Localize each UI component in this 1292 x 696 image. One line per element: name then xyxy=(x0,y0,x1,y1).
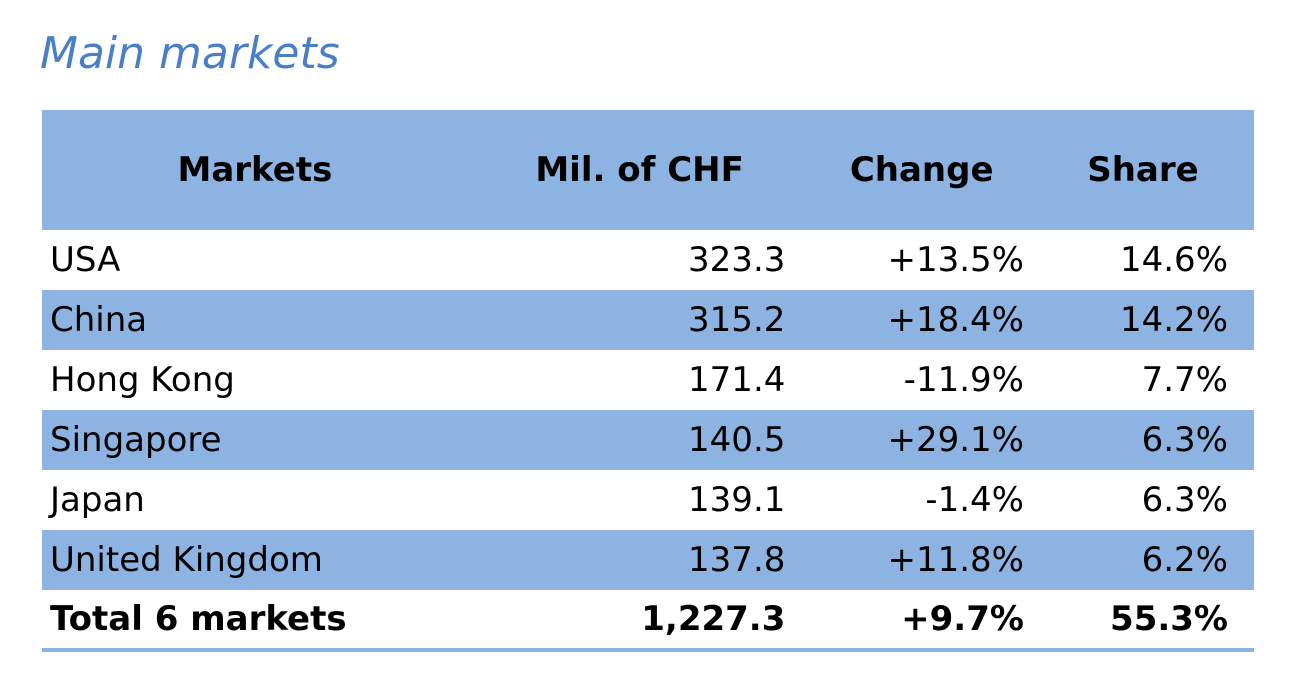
row: Hong Kong 171.4 -11.9% 7.7% xyxy=(42,350,1254,410)
cell: Japan xyxy=(50,480,145,520)
cell: 140.5 xyxy=(485,410,812,470)
cell: -11.9% xyxy=(903,360,1024,400)
cell: 14.2% xyxy=(1049,290,1254,350)
cell: 6.3% xyxy=(1141,480,1228,520)
cell: 139.1 xyxy=(688,480,786,520)
header-cell: Mil. of CHF xyxy=(485,110,812,230)
cell: 315.2 xyxy=(485,290,812,350)
cell: +11.8% xyxy=(811,530,1050,590)
cell: +29.1% xyxy=(811,410,1050,470)
cell: 6.2% xyxy=(1049,530,1254,590)
cell: 137.8 xyxy=(485,530,812,590)
row: USA 323.3 +13.5% 14.6% xyxy=(42,230,1254,290)
cell: +9.7% xyxy=(811,590,1050,652)
cell: 55.3% xyxy=(1049,590,1254,652)
header-cell: Change xyxy=(811,110,1050,230)
row: Singapore 140.5 +29.1% 6.3% xyxy=(42,410,1254,470)
markets-table: Markets Mil. of CHF Change Share USA 323.3 +1… xyxy=(42,110,1254,652)
cell: 6.3% xyxy=(1049,410,1254,470)
cell: +18.4% xyxy=(811,290,1050,350)
cell: -1.4% xyxy=(925,480,1024,520)
row: Japan 139.1 -1.4% 6.3% xyxy=(42,470,1254,530)
cell: United Kingdom xyxy=(42,530,486,590)
header-cell: Share xyxy=(1049,110,1254,230)
title: Main markets xyxy=(40,28,340,79)
header-cell: Markets xyxy=(42,110,486,230)
cell: 171.4 xyxy=(688,360,786,400)
total-row: Total 6 markets 1,227.3 +9.7% 55.3% xyxy=(42,590,1254,652)
cell: 7.7% xyxy=(1141,360,1228,400)
table-body: USA 323.3 +13.5% 14.6% China 315.2 +18.4% 14.2%… xyxy=(42,230,1254,590)
cell: Hong Kong xyxy=(50,360,235,400)
row: China 315.2 +18.4% 14.2% xyxy=(42,290,1254,350)
row: United Kingdom 137.8 +11.8% 6.2% xyxy=(42,530,1254,590)
cell: USA xyxy=(50,240,121,280)
cell: 323.3 xyxy=(688,240,786,280)
cell: China xyxy=(42,290,486,350)
cell: Singapore xyxy=(42,410,486,470)
cell: Total 6 markets xyxy=(42,590,486,652)
cell: +13.5% xyxy=(887,240,1024,280)
cell: 1,227.3 xyxy=(485,590,812,652)
cell: 14.6% xyxy=(1119,240,1228,280)
header-row: Markets Mil. of CHF Change Share xyxy=(42,110,1254,230)
